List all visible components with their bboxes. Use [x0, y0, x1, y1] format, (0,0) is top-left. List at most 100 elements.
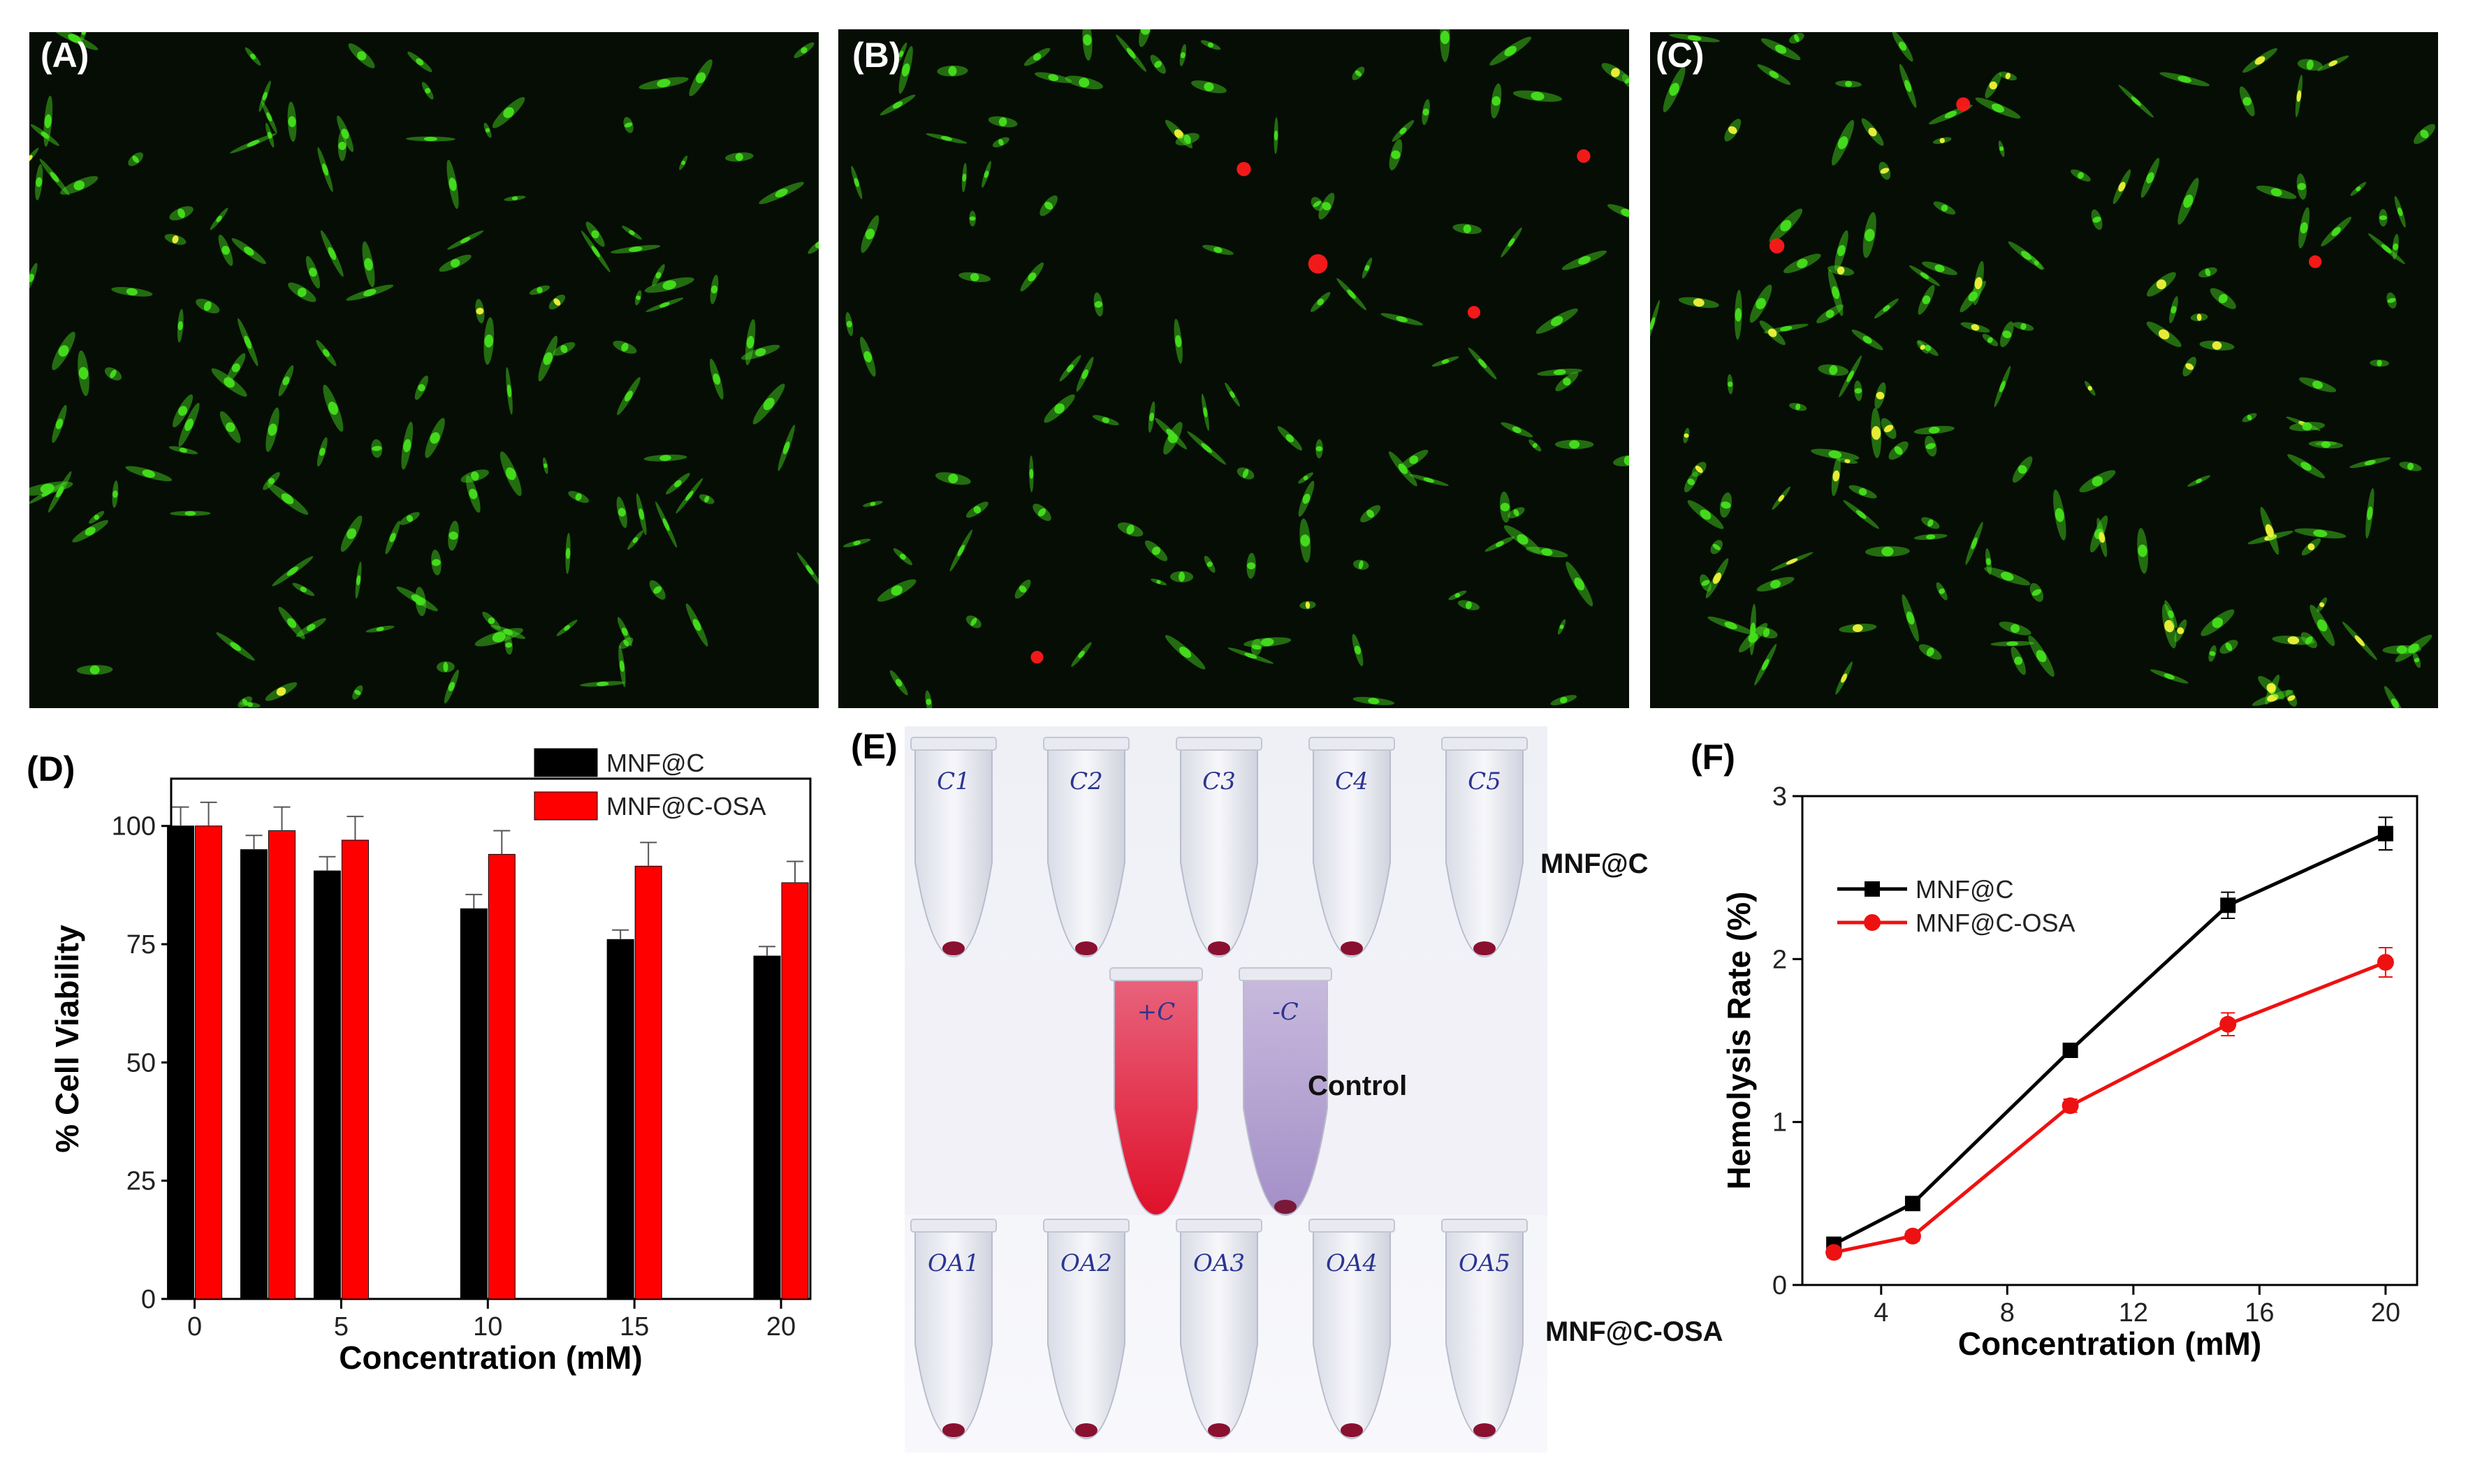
live-cell — [1832, 470, 1840, 482]
live-cell — [376, 626, 384, 631]
sample-tube: OA2 — [1043, 1219, 1130, 1440]
live-cell — [2131, 96, 2141, 106]
chart-d-bar — [606, 939, 634, 1300]
live-cell — [754, 348, 766, 357]
chart-d-bar — [313, 870, 341, 1300]
live-cell — [425, 88, 431, 94]
live-cell — [2164, 673, 2175, 679]
tube-body — [1243, 977, 1328, 1217]
live-cell — [448, 531, 458, 540]
tube-label: C4 — [1335, 767, 1369, 795]
live-cell — [357, 51, 367, 61]
live-cell — [560, 344, 568, 353]
live-cell — [1991, 103, 2005, 113]
live-cell — [1154, 61, 1162, 68]
live-cell — [184, 418, 194, 432]
live-cell — [2397, 207, 2403, 216]
live-cell — [2146, 172, 2154, 184]
live-cell — [2218, 293, 2228, 304]
live-cell — [1491, 96, 1501, 106]
live-cell — [1925, 443, 1936, 450]
tube-label: C5 — [1468, 767, 1501, 795]
live-cell — [575, 493, 582, 501]
live-cell — [1928, 426, 1940, 434]
live-cell — [1779, 325, 1793, 332]
chart-f-point — [2220, 897, 2236, 913]
live-cell — [2010, 624, 2020, 633]
chart-f-point — [1904, 1228, 1921, 1244]
live-cell — [984, 170, 989, 178]
live-cell — [1553, 369, 1566, 376]
live-cell — [1846, 370, 1854, 383]
live-cell — [962, 173, 967, 182]
chart-d-bar — [240, 849, 268, 1300]
sample-tube: OA3 — [1176, 1219, 1262, 1440]
chart-f-line — [1832, 832, 2386, 1246]
chart-f-xlabel: Concentration (mM) — [1958, 1325, 2261, 1362]
live-cell — [2164, 619, 2175, 633]
chart-d-bar — [341, 839, 369, 1300]
live-cell — [2300, 462, 2312, 471]
live-cell — [970, 273, 979, 281]
tube-label: C2 — [1070, 767, 1103, 795]
live-cell — [1862, 336, 1872, 344]
photo-label-mnfc-osa: MNF@C-OSA — [1545, 1316, 1723, 1347]
rbc-pellet — [942, 1423, 965, 1437]
live-cell — [448, 682, 455, 691]
live-cell — [2312, 381, 2323, 389]
live-cell — [1769, 71, 1779, 79]
live-cell — [1999, 146, 2004, 152]
live-cell — [543, 352, 553, 365]
live-cell — [1701, 580, 1710, 586]
tube-label: OA1 — [928, 1249, 979, 1277]
live-cell — [1778, 494, 1784, 502]
live-cell — [653, 586, 662, 594]
chart-f-legend-marker — [1865, 881, 1880, 897]
live-cell — [1881, 546, 1894, 557]
live-cell — [346, 528, 357, 539]
dead-cell — [2308, 255, 2322, 268]
live-cell — [68, 34, 82, 43]
live-cell — [423, 136, 438, 142]
live-cell — [1880, 168, 1890, 174]
live-cell — [1770, 580, 1781, 589]
live-cell — [1315, 446, 1323, 452]
live-cell — [2364, 460, 2376, 466]
live-cell — [179, 448, 188, 453]
live-cell — [1126, 47, 1136, 59]
live-cell — [1213, 247, 1223, 254]
live-cell — [1999, 381, 2006, 392]
live-cell — [41, 490, 52, 497]
live-cell — [735, 153, 743, 161]
rbc-pellet — [1075, 1423, 1097, 1437]
live-cell — [1149, 412, 1155, 422]
live-cell — [898, 50, 904, 57]
live-cell — [1939, 588, 1945, 594]
live-cell — [2209, 651, 2216, 656]
live-cell — [2379, 215, 2387, 221]
tube-body — [914, 747, 993, 958]
live-cell — [1898, 41, 1907, 51]
live-cell — [1837, 244, 1846, 256]
live-cell — [110, 369, 117, 379]
live-cell — [1904, 80, 1912, 92]
live-cell — [2020, 323, 2027, 330]
live-cell — [485, 128, 490, 133]
chart-d-xtick-label: 15 — [620, 1312, 649, 1342]
live-cell — [177, 208, 185, 219]
live-cell — [1906, 611, 1915, 625]
chart-f-legend-label: MNF@C — [1916, 875, 2014, 904]
live-cell — [900, 553, 906, 560]
live-cell — [1687, 35, 1702, 41]
sample-tube: OA4 — [1308, 1219, 1395, 1440]
live-cell — [247, 140, 260, 147]
tube-body — [1445, 747, 1524, 958]
live-cell — [2381, 244, 2392, 254]
live-cell — [659, 302, 670, 308]
chart-f-line — [1833, 960, 2386, 1254]
live-cell — [287, 618, 297, 629]
live-cell — [1440, 30, 1450, 45]
live-cell — [2212, 341, 2222, 350]
tube-cap — [1308, 737, 1395, 751]
live-cell — [1478, 358, 1487, 369]
